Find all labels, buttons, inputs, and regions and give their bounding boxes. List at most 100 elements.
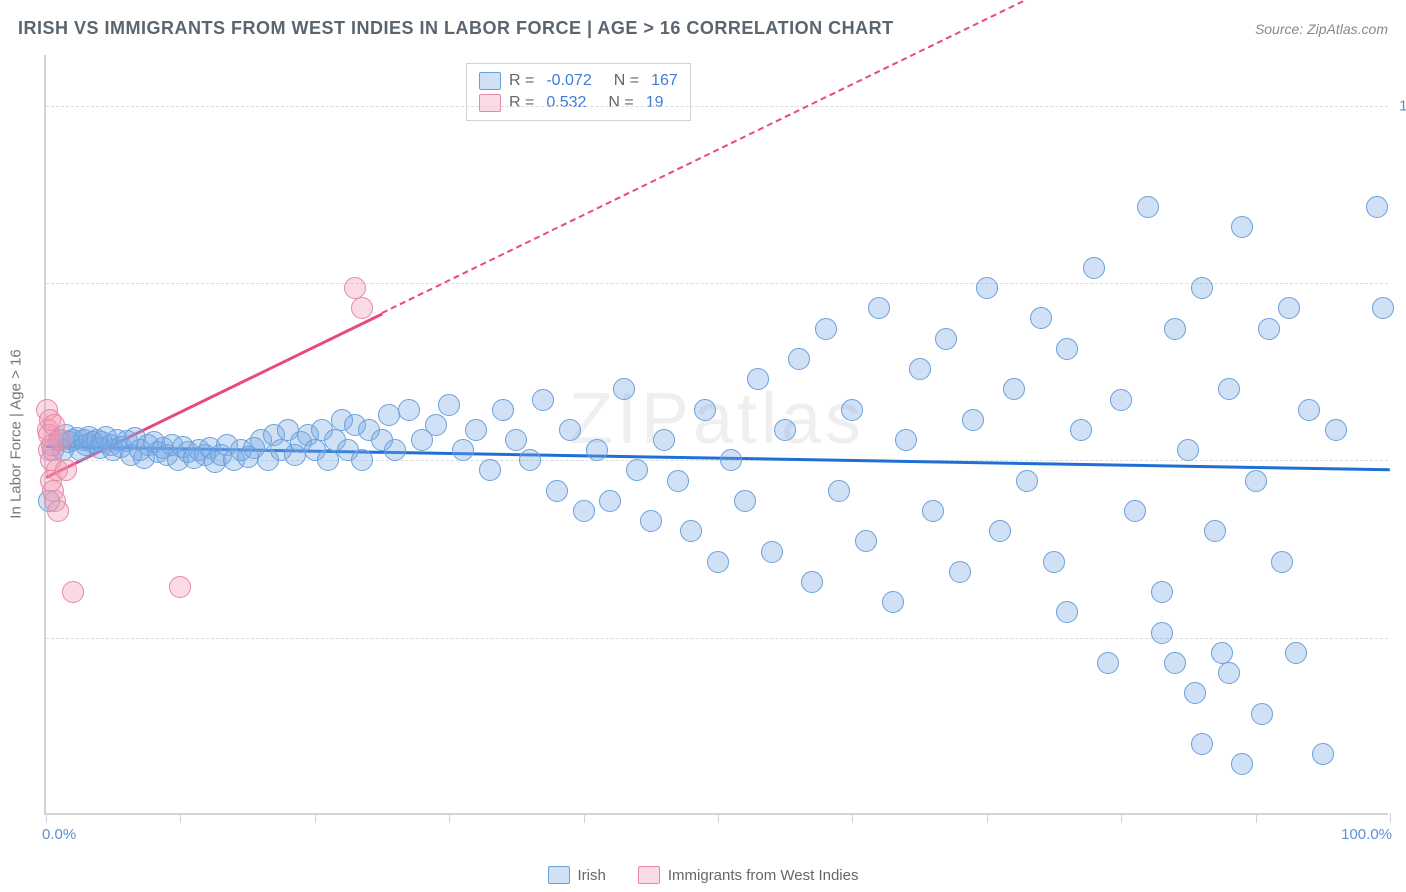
data-point [895, 429, 917, 451]
r-label: R = [509, 92, 534, 114]
data-point [492, 399, 514, 421]
data-point [922, 500, 944, 522]
data-point [546, 480, 568, 502]
data-point [694, 399, 716, 421]
data-point [976, 277, 998, 299]
data-point [479, 459, 501, 481]
data-point [351, 297, 373, 319]
x-tick [852, 813, 853, 823]
data-point [1151, 581, 1173, 603]
data-point [774, 419, 796, 441]
data-point [1204, 520, 1226, 542]
data-point [855, 530, 877, 552]
data-point [1372, 297, 1394, 319]
data-point [949, 561, 971, 583]
data-point [1271, 551, 1293, 573]
data-point [344, 277, 366, 299]
data-point [1218, 662, 1240, 684]
data-point [1016, 470, 1038, 492]
data-point [425, 414, 447, 436]
data-point [532, 389, 554, 411]
data-point [50, 429, 72, 451]
data-point [815, 318, 837, 340]
x-tick [315, 813, 316, 823]
data-point [841, 399, 863, 421]
correlation-stats-box: R = -0.072 N = 167 R = 0.532 N = 19 [466, 63, 691, 121]
data-point [351, 449, 373, 471]
swatch-series-2 [479, 94, 501, 112]
data-point [935, 328, 957, 350]
chart-header: IRISH VS IMMIGRANTS FROM WEST INDIES IN … [18, 18, 1388, 39]
data-point [680, 520, 702, 542]
data-point [1366, 196, 1388, 218]
x-tick [180, 813, 181, 823]
data-point [828, 480, 850, 502]
data-point [1110, 389, 1132, 411]
data-point [1258, 318, 1280, 340]
data-point [586, 439, 608, 461]
data-point [626, 459, 648, 481]
data-point [909, 358, 931, 380]
swatch-series-1 [479, 72, 501, 90]
x-tick [987, 813, 988, 823]
data-point [169, 576, 191, 598]
data-point [1231, 216, 1253, 238]
gridline [46, 106, 1388, 107]
data-point [1070, 419, 1092, 441]
data-point [1177, 439, 1199, 461]
data-point [761, 541, 783, 563]
data-point [1218, 378, 1240, 400]
legend-swatch-west-indies [638, 866, 660, 884]
data-point [519, 449, 541, 471]
data-point [788, 348, 810, 370]
y-tick-label: 100.0% [1399, 97, 1406, 114]
data-point [868, 297, 890, 319]
legend: Irish Immigrants from West Indies [0, 866, 1406, 884]
data-point [1251, 703, 1273, 725]
x-tick [1121, 813, 1122, 823]
data-point [1164, 318, 1186, 340]
legend-item: Irish [548, 866, 606, 884]
data-point [1003, 378, 1025, 400]
data-point [1137, 196, 1159, 218]
data-point [505, 429, 527, 451]
data-point [438, 394, 460, 416]
data-point [62, 581, 84, 603]
data-point [1245, 470, 1267, 492]
data-point [613, 378, 635, 400]
data-point [1083, 257, 1105, 279]
data-point [747, 368, 769, 390]
data-point [1312, 743, 1334, 765]
data-point [640, 510, 662, 532]
data-point [47, 500, 69, 522]
x-axis-max-label: 100.0% [1341, 826, 1392, 843]
trend-line [382, 0, 1391, 314]
r-label: R = [509, 70, 534, 92]
data-point [599, 490, 621, 512]
data-point [465, 419, 487, 441]
x-tick [46, 813, 47, 823]
data-point [653, 429, 675, 451]
n-label: N = [608, 92, 633, 114]
data-point [667, 470, 689, 492]
data-point [1124, 500, 1146, 522]
scatter-plot-area: ZIPatlas In Labor Force | Age > 16 0.0% … [44, 55, 1388, 815]
stats-row: R = 0.532 N = 19 [479, 92, 678, 114]
n-label: N = [614, 70, 639, 92]
data-point [1278, 297, 1300, 319]
data-point [1164, 652, 1186, 674]
x-tick [1390, 813, 1391, 823]
data-point [1056, 338, 1078, 360]
gridline [46, 638, 1388, 639]
data-point [1285, 642, 1307, 664]
data-point [559, 419, 581, 441]
data-point [378, 404, 400, 426]
legend-swatch-irish [548, 866, 570, 884]
data-point [384, 439, 406, 461]
legend-item: Immigrants from West Indies [638, 866, 859, 884]
data-point [55, 459, 77, 481]
x-tick [449, 813, 450, 823]
n-value: 19 [646, 92, 664, 114]
x-tick [718, 813, 719, 823]
data-point [1298, 399, 1320, 421]
